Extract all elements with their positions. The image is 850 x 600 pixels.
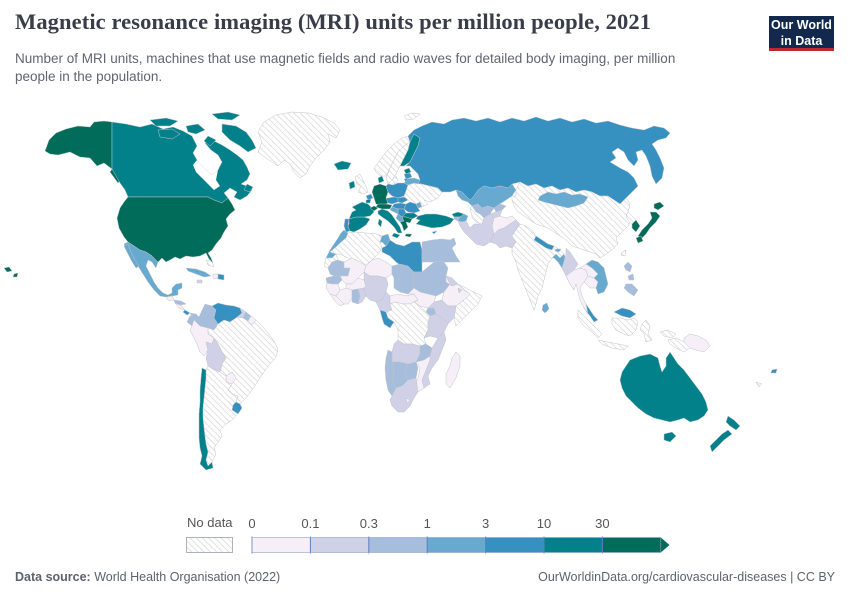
svg-text:0.1: 0.1 <box>301 516 319 531</box>
svg-text:30: 30 <box>595 516 609 531</box>
svg-text:10: 10 <box>537 516 551 531</box>
svg-text:0.3: 0.3 <box>360 516 378 531</box>
svg-text:0: 0 <box>248 516 255 531</box>
svg-text:1: 1 <box>424 516 431 531</box>
svg-text:3: 3 <box>482 516 489 531</box>
